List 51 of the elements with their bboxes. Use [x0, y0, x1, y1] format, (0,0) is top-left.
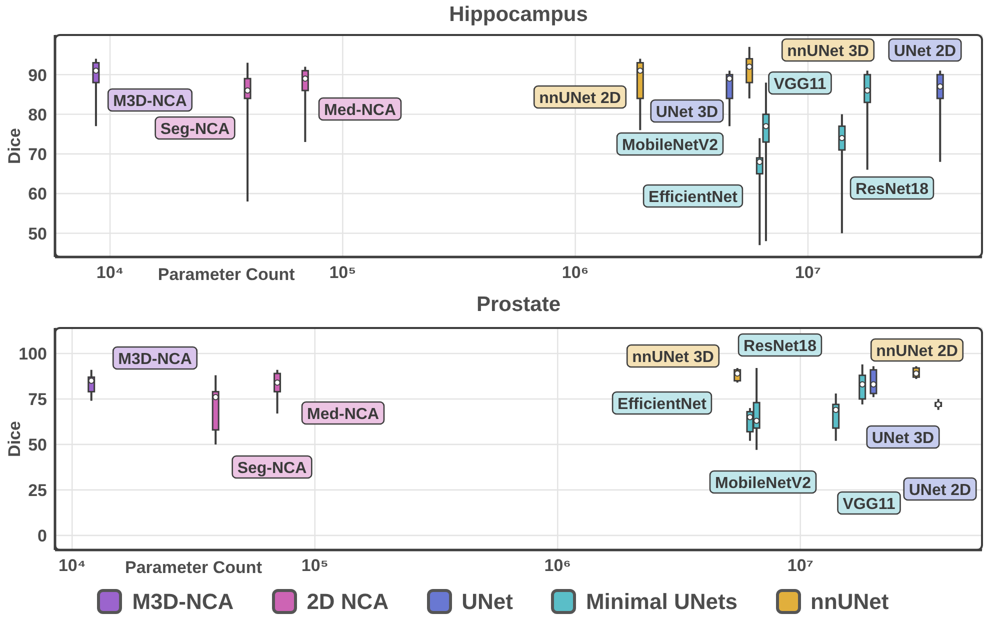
y-tick-label: 75: [28, 390, 47, 410]
annotation: VGG11: [842, 496, 896, 513]
annotation: MobileNetV2: [622, 136, 718, 154]
annotation: UNet 3D: [872, 430, 934, 447]
x-tick-label: 10⁵: [329, 262, 356, 282]
legend-label: nnUNet: [810, 588, 889, 614]
annotation: UNet 3D: [656, 104, 718, 121]
y-axis-title: Dice: [5, 421, 24, 457]
x-tick-label: 10⁴: [58, 556, 86, 575]
y-tick-label: 50: [28, 436, 47, 455]
annotation: M3D-NCA: [113, 92, 188, 110]
legend-label: Minimal UNets: [586, 588, 738, 614]
y-tick-label: 50: [28, 224, 47, 244]
x-tick-label: 10⁷: [794, 262, 821, 282]
x-tick-label: 10⁴: [96, 262, 124, 282]
annotation: MobileNetV2: [714, 474, 812, 492]
annotation: EfficientNet: [618, 396, 708, 413]
annotation: UNet 2D: [894, 42, 956, 60]
y-tick-label: 100: [18, 344, 47, 364]
annotation: M3D-NCA: [118, 350, 192, 368]
y-tick-label: 0: [38, 526, 47, 546]
x-axis-title: Parameter Count: [158, 265, 296, 284]
x-tick-label: 10⁶: [544, 556, 572, 575]
x-axis-title: Parameter Count: [125, 558, 262, 578]
legend-label: M3D-NCA: [132, 588, 234, 614]
annotation: Seg-NCA: [160, 120, 230, 138]
y-axis-title: Dice: [5, 128, 24, 164]
x-tick-label: 10⁶: [562, 262, 589, 282]
chart-title: Prostate: [475, 292, 562, 318]
annotation: ResNet18: [856, 180, 929, 198]
annotation: EfficientNet: [648, 188, 738, 206]
chart-title: Hippocampus: [448, 2, 589, 28]
annotation: VGG11: [774, 76, 826, 93]
y-tick-label: 90: [28, 66, 47, 85]
annotation: nnUNet 3D: [787, 42, 869, 60]
annotation: ResNet18: [744, 338, 817, 355]
annotation: Med-NCA: [307, 406, 380, 423]
annotation: nnUNet 2D: [539, 90, 621, 107]
y-tick-label: 80: [28, 105, 47, 124]
y-tick-label: 70: [28, 145, 47, 164]
y-tick-label: 60: [28, 184, 47, 204]
y-tick-label: 25: [28, 481, 47, 500]
annotation: nnUNet 2D: [876, 342, 958, 360]
annotation: UNet 2D: [908, 482, 972, 499]
legend-label: UNet: [462, 588, 513, 614]
annotation: nnUNet 3D: [632, 348, 714, 366]
annotation: Seg-NCA: [237, 460, 308, 477]
x-tick-label: 10⁵: [301, 556, 328, 575]
annotation: Med-NCA: [324, 102, 396, 119]
x-tick-label: 10⁷: [787, 556, 814, 575]
legend-label: 2D NCA: [306, 588, 389, 614]
